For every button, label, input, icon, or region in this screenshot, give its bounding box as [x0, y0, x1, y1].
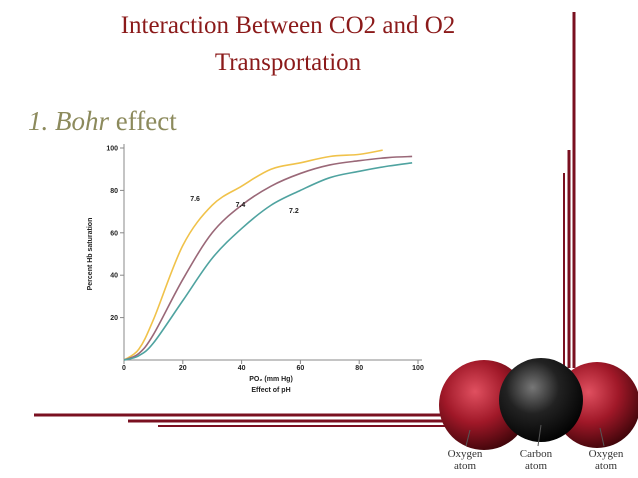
- heading-plain: effect: [116, 106, 177, 136]
- x-tick-label: 100: [412, 365, 424, 372]
- y-axis-label: Percent Hb saturation: [87, 218, 94, 291]
- title-line: Interaction Between CO2 and O2: [121, 12, 456, 39]
- decor-lines: [34, 12, 576, 427]
- curve: [123, 155, 413, 361]
- series-label: 7.4: [236, 202, 246, 209]
- y-tick-label: 80: [110, 188, 118, 195]
- y-tick-label: 60: [110, 230, 118, 237]
- curve: [123, 149, 383, 361]
- curve: [123, 162, 413, 361]
- y-tick-label: 20: [110, 315, 118, 322]
- title-line: Transportation: [215, 49, 362, 76]
- atom-label: atom: [454, 460, 476, 472]
- y-tick-label: 40: [110, 273, 118, 280]
- x-tick-label: 20: [179, 365, 187, 372]
- x-tick-label: 0: [122, 365, 126, 372]
- chart-subtitle: Effect of pH: [251, 387, 290, 394]
- x-tick-label: 40: [238, 365, 246, 372]
- atom-label: Oxygen: [589, 448, 624, 460]
- x-axis-label: PO₂ (mm Hg): [249, 376, 293, 383]
- atom-label: atom: [525, 460, 547, 472]
- x-tick-label: 80: [355, 365, 363, 372]
- atom-label: Oxygen: [448, 448, 483, 460]
- chart: 20 40 60 80 100 0 20 40 60 80 100 PO₂ (mm Hg) Effect…: [87, 144, 424, 394]
- molecule: Oxygen atom Carbon atom Oxygen atom: [439, 358, 638, 472]
- heading: 1. Bohr effect: [28, 106, 177, 136]
- atom-label: atom: [595, 460, 617, 472]
- atom-label: Carbon: [520, 448, 553, 460]
- x-tick-label: 60: [297, 365, 305, 372]
- series-label: 7.6: [190, 196, 200, 203]
- y-tick-label: 100: [106, 146, 118, 153]
- heading-italic: 1. Bohr: [28, 106, 109, 136]
- series-label: 7.2: [289, 208, 299, 215]
